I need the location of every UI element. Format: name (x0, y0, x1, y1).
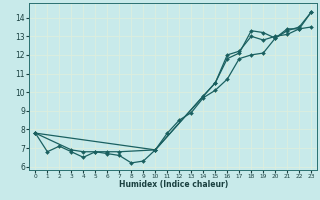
X-axis label: Humidex (Indice chaleur): Humidex (Indice chaleur) (119, 180, 228, 189)
